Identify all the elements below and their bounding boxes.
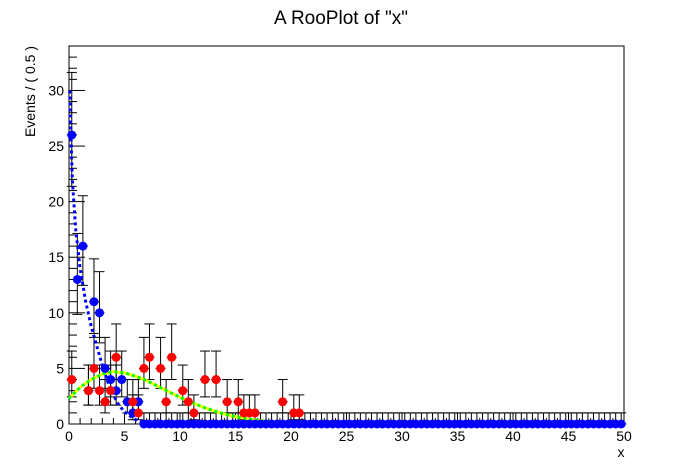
data-point (211, 375, 221, 385)
y-tick-label: 0 (56, 416, 64, 432)
x-tick-label: 25 (339, 428, 355, 444)
data-point (133, 408, 143, 418)
x-tick-label: 5 (121, 428, 129, 444)
x-axis-label: x (618, 444, 625, 460)
data-point (183, 397, 193, 407)
y-tick-label: 5 (56, 360, 64, 376)
x-tick-label: 40 (505, 428, 521, 444)
data-point (106, 375, 116, 385)
data-point (278, 397, 288, 407)
data-point (250, 408, 260, 418)
error-bars (66, 71, 627, 425)
data-point (139, 363, 149, 373)
data-point (189, 408, 199, 418)
data-point (233, 397, 243, 407)
y-axis-label: Events / ( 0.5 ) (22, 46, 38, 137)
data-point (144, 352, 154, 362)
data-point (89, 297, 99, 307)
data-point (111, 352, 121, 362)
y-tick-label: 30 (48, 82, 64, 98)
data-points (67, 130, 626, 429)
data-point (178, 386, 188, 396)
data-point (100, 397, 110, 407)
x-tick-label: 35 (450, 428, 466, 444)
y-tick-label: 10 (48, 305, 64, 321)
data-point (89, 363, 99, 373)
data-point (616, 419, 626, 429)
data-point (167, 352, 177, 362)
y-tick-label: 25 (48, 138, 64, 154)
axes: 0 5 10 15 20 25 30 35 40 45 50 0 5 10 15 20 25 30 (48, 56, 632, 444)
data-point (95, 308, 105, 318)
data-point (83, 386, 93, 396)
x-tick-label: 10 (172, 428, 188, 444)
data-point (100, 363, 110, 373)
data-point (200, 375, 210, 385)
data-point (294, 408, 304, 418)
x-tick-label: 30 (394, 428, 410, 444)
data-point (95, 386, 105, 396)
x-tick-label: 50 (616, 428, 632, 444)
data-point (117, 375, 127, 385)
data-point (128, 397, 138, 407)
x-tick-label: 0 (65, 428, 73, 444)
y-tick-label: 15 (48, 249, 64, 265)
data-point (161, 397, 171, 407)
data-point (156, 363, 166, 373)
data-point (67, 375, 77, 385)
data-point (78, 241, 88, 251)
data-point (67, 130, 77, 140)
x-tick-label: 15 (228, 428, 244, 444)
model-curves (67, 90, 624, 426)
data-point (222, 397, 232, 407)
y-tick-label: 20 (48, 194, 64, 210)
data-point (72, 274, 82, 284)
data-point (106, 386, 116, 396)
plot-frame (68, 45, 625, 425)
chart-title: A RooPlot of "x" (274, 8, 408, 29)
model-curve (68, 90, 624, 426)
x-tick-label: 20 (283, 428, 299, 444)
x-tick-label: 45 (561, 428, 577, 444)
